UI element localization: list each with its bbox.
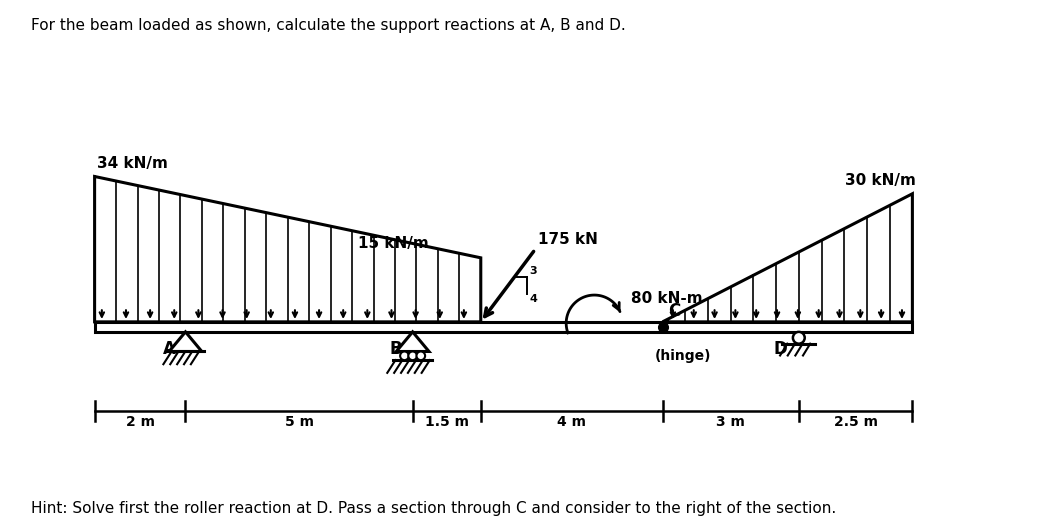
Circle shape [793,332,804,344]
Text: 30 kN/m: 30 kN/m [845,173,916,188]
Text: Hint: Solve first the roller reaction at D. Pass a section through C and conside: Hint: Solve first the roller reaction at… [31,502,837,516]
Text: D: D [774,340,788,358]
Text: C: C [668,301,680,319]
Polygon shape [169,332,202,352]
Text: 4: 4 [529,294,537,304]
Text: 2.5 m: 2.5 m [834,416,877,429]
Text: For the beam loaded as shown, calculate the support reactions at A, B and D.: For the beam loaded as shown, calculate … [31,18,626,33]
Text: 2 m: 2 m [125,416,154,429]
Text: 5 m: 5 m [284,416,314,429]
Polygon shape [396,332,429,352]
Text: 3 m: 3 m [716,416,745,429]
Text: 15 kN/m: 15 kN/m [358,236,429,251]
Text: (hinge): (hinge) [654,349,712,363]
Text: 80 kN-m: 80 kN-m [630,291,702,306]
Polygon shape [95,176,480,322]
Text: A: A [163,340,176,358]
Polygon shape [95,322,913,332]
Text: B: B [390,340,402,358]
Circle shape [408,352,417,360]
Text: 175 kN: 175 kN [538,232,597,247]
Circle shape [417,352,425,360]
Text: 1.5 m: 1.5 m [425,416,469,429]
Circle shape [400,352,408,360]
Text: 3: 3 [529,266,537,276]
Text: 4 m: 4 m [557,416,587,429]
Polygon shape [663,194,913,322]
Text: 34 kN/m: 34 kN/m [97,156,168,171]
